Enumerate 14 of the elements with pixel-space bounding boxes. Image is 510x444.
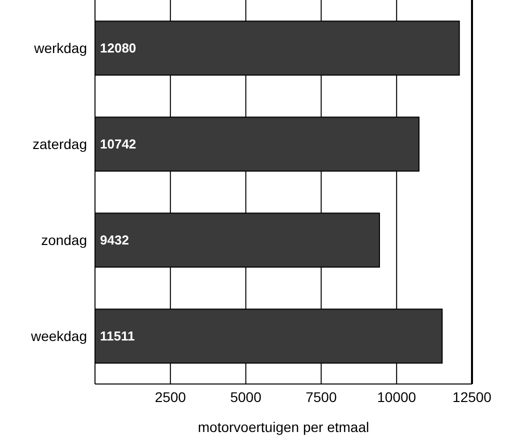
y-tick-label: weekdag bbox=[30, 328, 87, 344]
x-tick-label: 5000 bbox=[230, 388, 262, 405]
data-label: 9432 bbox=[100, 232, 129, 248]
x-axis-title: motorvoertuigen per etmaal bbox=[198, 419, 370, 435]
data-label: 10742 bbox=[100, 136, 136, 152]
x-tick-label: 10000 bbox=[377, 388, 416, 405]
x-tick-label: 12500 bbox=[452, 388, 492, 405]
y-tick-label: werkdag bbox=[33, 40, 87, 56]
y-tick-label: zondag bbox=[41, 232, 87, 248]
x-tick-label: 2500 bbox=[154, 388, 186, 405]
data-label: 11511 bbox=[100, 328, 135, 344]
y-tick-label: zaterdag bbox=[32, 136, 87, 152]
x-tick-label: 7500 bbox=[306, 388, 337, 405]
data-label: 12080 bbox=[100, 40, 136, 56]
